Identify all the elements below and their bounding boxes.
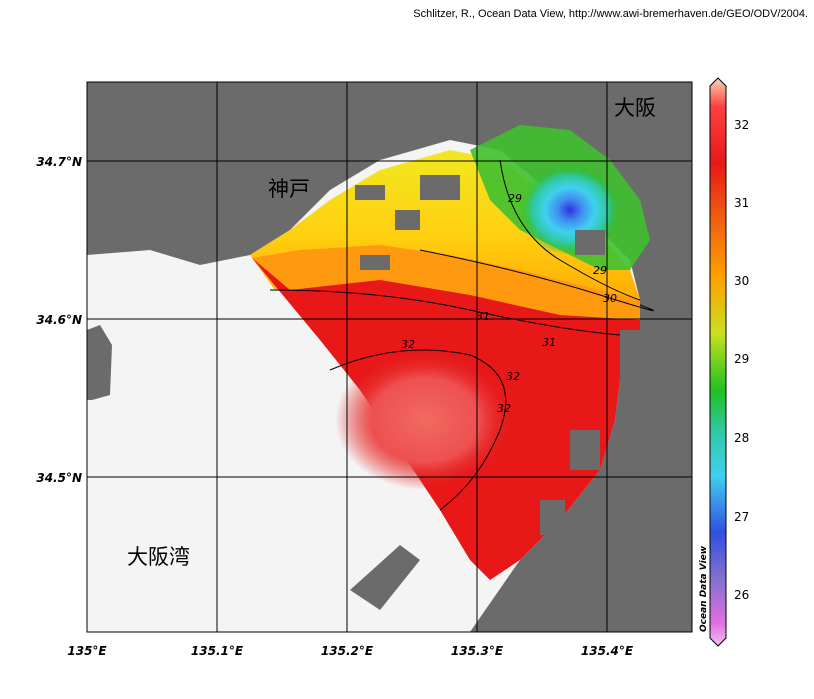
cb-tick-32: 32	[734, 118, 749, 132]
cb-tick-26: 26	[734, 588, 749, 602]
x-tick-135-2: 135.2°E	[321, 644, 374, 658]
water-orange	[252, 245, 640, 320]
x-tick-135-3: 135.3°E	[451, 644, 504, 658]
contour-label-31a: 31	[476, 310, 490, 323]
colorbar-scale	[709, 77, 727, 647]
colorbar: 32 31 30 29 28 27 26 Ocean Data View	[699, 77, 749, 647]
x-tick-135-4: 135.4°E	[581, 644, 634, 658]
islands	[350, 175, 650, 610]
place-osaka-bay: 大阪湾	[127, 545, 190, 569]
contour-label-32a: 32	[401, 338, 415, 351]
odv-brand-label: Ocean Data View	[699, 545, 709, 632]
x-tick-135-1: 135.1°E	[191, 644, 244, 658]
contour-label-32b: 32	[506, 370, 520, 383]
contour-label-31b: 31	[542, 336, 556, 349]
contour-label-30: 30	[603, 292, 617, 305]
contour-label-32c: 32	[497, 402, 511, 415]
land-mass	[87, 82, 692, 632]
cb-tick-31: 31	[734, 196, 749, 210]
credit-text: Schlitzer, R., Ocean Data View, http://w…	[413, 8, 808, 20]
place-osaka: 大阪	[614, 96, 656, 120]
red-core	[335, 350, 515, 490]
land-west	[87, 325, 112, 400]
contour-label-29b: 29	[593, 264, 607, 277]
y-tick-34-7: 34.7°N	[36, 155, 82, 169]
cb-tick-29: 29	[734, 352, 749, 366]
place-kobe: 神戸	[268, 177, 310, 201]
cb-tick-28: 28	[734, 431, 749, 445]
contour-label-29a: 29	[508, 192, 522, 205]
cb-tick-30: 30	[734, 274, 749, 288]
top-band	[87, 28, 692, 82]
x-tick-135: 135°E	[67, 644, 107, 658]
cb-tick-27: 27	[734, 510, 749, 524]
y-tick-34-6: 34.6°N	[36, 313, 82, 327]
plot-area	[87, 82, 692, 632]
y-tick-34-5: 34.5°N	[36, 471, 82, 485]
grid	[86, 81, 693, 633]
